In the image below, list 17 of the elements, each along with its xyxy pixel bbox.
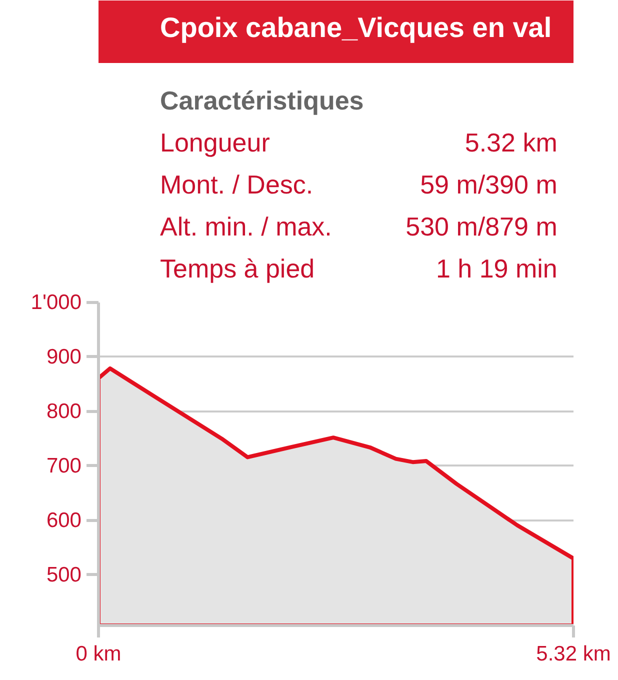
text: Cpoix cabane_Vicques en val — [160, 12, 552, 43]
y-tick-label: 700 — [46, 454, 82, 478]
text: Mont. / Desc. — [160, 170, 314, 200]
text: Temps à pied — [160, 254, 315, 284]
x-tick-label: 0 km — [76, 642, 122, 666]
text: 1 h 19 min — [436, 254, 558, 284]
text: Longueur — [160, 128, 270, 158]
text: 59 m/390 m — [420, 170, 558, 200]
text: 530 m/879 m — [406, 212, 558, 242]
y-tick-label: 900 — [46, 345, 82, 368]
y-tick-label: 800 — [46, 400, 82, 423]
y-tick-label: 500 — [46, 563, 82, 586]
text: 5.32 km — [464, 128, 558, 158]
y-tick-label: 600 — [46, 508, 82, 532]
y-tick-label: 1'000 — [30, 291, 82, 314]
text: Alt. min. / max. — [160, 212, 332, 242]
text: Caractéristiques — [160, 86, 364, 116]
